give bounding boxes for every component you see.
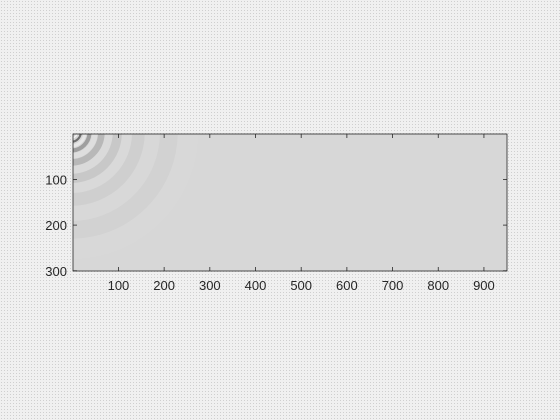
x-tick-label: 800: [427, 278, 449, 293]
wavefront-ring: [73, 134, 122, 183]
wavefront-ring: [73, 134, 105, 166]
y-tick-label: 300: [45, 264, 67, 279]
wavefront-ring: [73, 134, 145, 206]
x-tick-label: 100: [108, 278, 130, 293]
y-axis: 100 200 300: [45, 172, 507, 279]
wavefront-ring: [73, 134, 98, 159]
x-axis: 100 200 300 400 500 600 700 800 900: [108, 134, 495, 293]
x-tick-label: 900: [473, 278, 495, 293]
wavefront-ring: [73, 134, 78, 139]
y-tick-label: 100: [45, 172, 67, 187]
y-tick-label: 200: [45, 218, 67, 233]
x-tick-label: 700: [382, 278, 404, 293]
wavefront-rings: [73, 134, 198, 259]
x-tick-label: 300: [199, 278, 221, 293]
wavefront-ring: [73, 134, 133, 194]
x-tick-label: 500: [290, 278, 312, 293]
wavefront-ring: [73, 134, 92, 153]
wavefront-ring: [73, 134, 82, 143]
axes-box: [72, 133, 508, 272]
x-tick-label: 400: [245, 278, 267, 293]
wavefront-ring: [73, 134, 113, 174]
x-tick-label: 600: [336, 278, 358, 293]
wavefront-ring: [73, 134, 87, 148]
x-tick-label: 200: [153, 278, 175, 293]
